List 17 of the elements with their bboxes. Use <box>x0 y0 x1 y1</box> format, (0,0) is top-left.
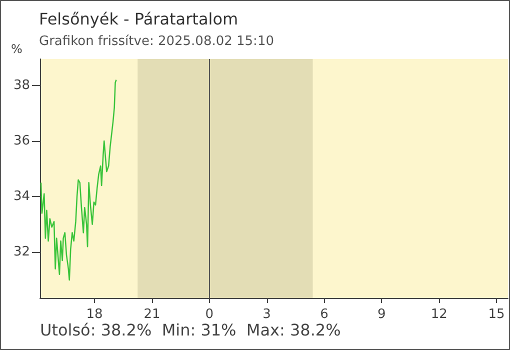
x-tick-label: 0 <box>205 307 214 322</box>
x-tick-label: 18 <box>86 307 103 322</box>
x-tick-label: 6 <box>320 307 328 322</box>
x-tick-label: 9 <box>378 307 386 322</box>
y-tick-label: 38 <box>13 78 30 93</box>
chart-subtitle: Grafikon frissítve: 2025.08.02 15:10 <box>39 34 274 49</box>
x-tick-label: 12 <box>430 307 448 322</box>
text: Utolsó: 38.2% Min: 31% Max: 38.2% <box>40 320 341 340</box>
line-series <box>40 79 117 281</box>
y-axis-title: % <box>11 42 22 56</box>
y-tick-label: 32 <box>13 244 30 260</box>
y-tick-label: 36 <box>13 133 30 148</box>
x-tick-label: 3 <box>262 307 271 322</box>
chart-title: Felsőnyék - Páratartalom <box>39 10 238 28</box>
x-tick-label: 15 <box>488 307 505 322</box>
y-tick-label: 34 <box>13 189 30 204</box>
x-tick-label: 21 <box>144 307 160 322</box>
